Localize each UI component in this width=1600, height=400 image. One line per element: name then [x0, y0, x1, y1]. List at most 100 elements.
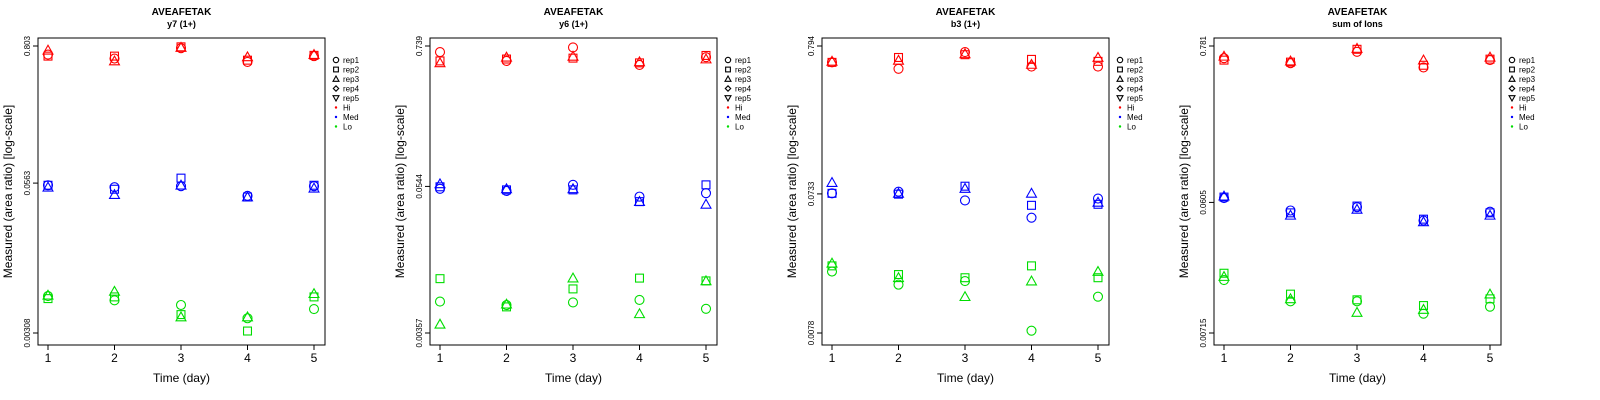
- data-point-lo-rep2-day5: [1093, 273, 1103, 283]
- legend-marker-rep4: [724, 85, 732, 92]
- data-point-med-rep2-day4: [1026, 200, 1037, 210]
- data-point-med-rep3-day3: [1351, 203, 1363, 214]
- legend-marker-rep3: [1116, 74, 1124, 82]
- legend-label-rep1: rep1: [1519, 56, 1536, 65]
- data-point-lo-rep1-day3: [567, 297, 579, 308]
- data-point-lo-rep3-day4: [241, 310, 254, 322]
- data-point-lo-rep1-day2: [893, 279, 904, 290]
- data-point-lo-rep3-day4: [1025, 275, 1038, 286]
- data-point-lo-rep1-day4: [634, 294, 645, 305]
- data-point-hi-rep2-day3: [960, 50, 970, 60]
- legend-marker-lo: [726, 125, 730, 128]
- data-point-lo-rep3-day1: [826, 257, 838, 268]
- data-point-hi-rep1-day2: [893, 63, 904, 74]
- y-tick-label: 0.0563: [23, 170, 32, 195]
- data-point-med-rep3-day2: [500, 182, 513, 194]
- legend-label-med: Med: [1519, 113, 1535, 122]
- legend-marker-rep1: [332, 56, 340, 64]
- data-point-hi-rep2-day5: [701, 50, 711, 60]
- legend-label-rep4: rep4: [1127, 85, 1144, 94]
- data-point-lo-rep2-day1: [435, 274, 445, 284]
- legend-marker-hi: [334, 106, 338, 109]
- legend-label-rep3: rep3: [1127, 75, 1144, 84]
- x-tick-label: 2: [503, 351, 510, 365]
- legend-label-rep1: rep1: [735, 56, 752, 65]
- legend-label-hi: Hi: [1519, 104, 1527, 113]
- y-tick-label: 0.00715: [1199, 318, 1208, 347]
- data-point-med-rep1-day5: [1092, 193, 1104, 204]
- legend-marker-rep1: [1508, 56, 1516, 64]
- legend-marker-rep3: [1508, 74, 1516, 82]
- legend-marker-rep4: [1116, 85, 1124, 92]
- legend-marker-rep2: [725, 66, 731, 73]
- data-point-lo-rep1-day4: [242, 313, 253, 324]
- legend-marker-med: [726, 115, 730, 119]
- legend-marker-rep4: [1508, 85, 1516, 92]
- x-tick-label: 3: [570, 351, 577, 365]
- chart-subtitle: y6 (1+): [559, 19, 588, 29]
- data-point-med-rep3-day5: [1092, 196, 1104, 207]
- data-point-med-rep3-day5: [1484, 209, 1496, 220]
- legend-label-rep2: rep2: [1519, 66, 1536, 75]
- legend-marker-hi: [1118, 106, 1122, 109]
- data-point-med-rep2-day2: [109, 184, 120, 194]
- data-point-hi-rep3-day2: [892, 54, 905, 65]
- data-point-med-rep1-day5: [700, 188, 712, 199]
- data-point-hi-rep3-day5: [1484, 51, 1496, 62]
- x-tick-label: 4: [1028, 351, 1035, 365]
- data-point-lo-rep3-day2: [500, 298, 513, 309]
- y-tick-label: 0.0733: [807, 181, 816, 206]
- legend-label-med: Med: [735, 113, 751, 122]
- data-point-med-rep2-day1: [1219, 192, 1229, 202]
- y-axis-label: Measured (area ratio) [log-scale]: [393, 105, 407, 278]
- data-point-med-rep1-day1: [434, 183, 446, 194]
- data-point-lo-rep3-day3: [567, 272, 579, 283]
- data-point-med-rep3-day2: [108, 188, 121, 200]
- x-tick-label: 1: [1221, 351, 1228, 365]
- y-axis-label: Measured (area ratio) [log-scale]: [785, 105, 799, 278]
- data-point-med-rep1-day3: [959, 195, 971, 206]
- legend-label-rep2: rep2: [1127, 66, 1144, 75]
- legend-label-lo: Lo: [1519, 123, 1528, 132]
- legend-marker-rep2: [1117, 66, 1123, 73]
- chart-title: AVEAFETAK: [1328, 7, 1388, 18]
- legend-marker-lo: [334, 125, 338, 128]
- y-tick-label: 0.781: [1199, 35, 1208, 56]
- data-point-hi-rep3-day5: [700, 52, 712, 64]
- y-axis-label: Measured (area ratio) [log-scale]: [1177, 105, 1191, 278]
- data-point-lo-rep1-day4: [1026, 325, 1037, 336]
- data-point-lo-rep2-day2: [893, 270, 904, 280]
- data-point-lo-rep3-day2: [892, 271, 905, 283]
- legend-marker-hi: [726, 106, 730, 109]
- x-tick-label: 5: [1487, 351, 1494, 365]
- data-point-med-rep3-day4: [633, 195, 646, 207]
- x-tick-label: 1: [437, 351, 444, 365]
- data-point-med-rep3-day2: [892, 187, 905, 198]
- data-point-lo-rep2-day4: [242, 326, 253, 336]
- data-point-lo-rep3-day3: [175, 310, 187, 322]
- legend-marker-rep3: [332, 74, 340, 82]
- x-tick-label: 4: [1420, 351, 1427, 365]
- legend-label-hi: Hi: [1127, 104, 1135, 113]
- legend-marker-med: [1510, 115, 1514, 119]
- data-point-med-rep2-day4: [1418, 214, 1429, 224]
- data-point-lo-rep1-day5: [308, 303, 320, 315]
- data-point-med-rep3-day1: [826, 176, 838, 187]
- x-tick-label: 3: [1354, 351, 1361, 365]
- data-point-hi-rep3-day3: [1351, 42, 1363, 53]
- data-point-med-rep2-day5: [309, 180, 319, 190]
- data-point-med-rep3-day1: [1218, 190, 1230, 201]
- data-point-lo-rep2-day3: [176, 310, 186, 320]
- data-point-med-rep3-day4: [1417, 215, 1430, 227]
- data-point-hi-rep3-day4: [241, 50, 254, 62]
- chart-subtitle: y7 (1+): [167, 19, 196, 29]
- legend-label-rep5: rep5: [1519, 94, 1536, 103]
- data-point-lo-rep1-day3: [959, 276, 971, 287]
- plot-frame: [37, 37, 326, 346]
- legend-marker-med: [1118, 115, 1122, 119]
- data-point-hi-rep3-day4: [633, 55, 646, 67]
- data-point-med-rep1-day1: [826, 188, 838, 199]
- data-point-lo-rep2-day4: [1026, 261, 1037, 271]
- data-point-lo-rep2-day3: [960, 273, 970, 283]
